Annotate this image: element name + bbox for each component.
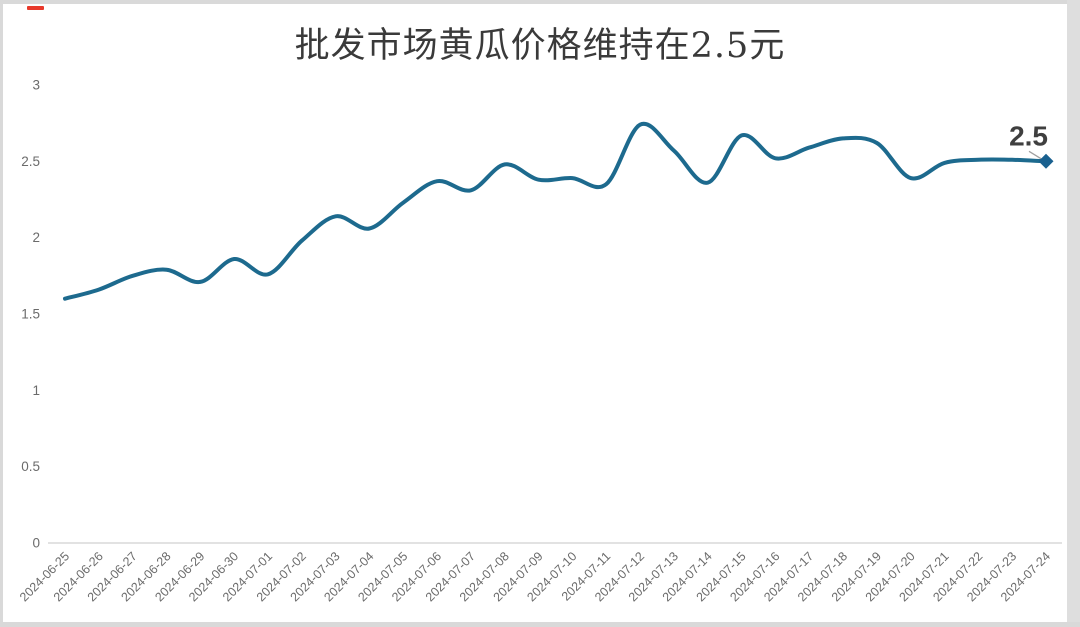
x-axis-tick-labels: 2024-06-252024-06-262024-06-272024-06-28… <box>17 549 1053 604</box>
frame-border-right <box>1067 0 1080 627</box>
y-tick-label: 3 <box>32 78 40 93</box>
y-tick-label: 1.5 <box>21 307 40 322</box>
y-tick-label: 1 <box>32 383 40 398</box>
y-tick-label: 2 <box>32 230 40 245</box>
price-line <box>63 121 1048 301</box>
y-axis-tick-labels: 3 2.5 2 1.5 1 0.5 0 <box>21 78 40 551</box>
frame-border-top <box>0 0 1080 4</box>
y-tick-label: 0 <box>32 536 40 551</box>
end-value-label: 2.5 <box>1009 120 1048 151</box>
y-tick-label: 0.5 <box>21 459 40 474</box>
frame-border-bottom <box>0 622 1080 627</box>
end-marker-diamond-icon <box>1038 153 1054 169</box>
frame-border-left <box>0 0 3 627</box>
chart-title: 批发市场黄瓜价格维持在2.5元 <box>294 26 786 66</box>
red-mark <box>27 6 44 10</box>
y-tick-label: 2.5 <box>21 154 40 169</box>
label-leader-line <box>1028 150 1043 160</box>
